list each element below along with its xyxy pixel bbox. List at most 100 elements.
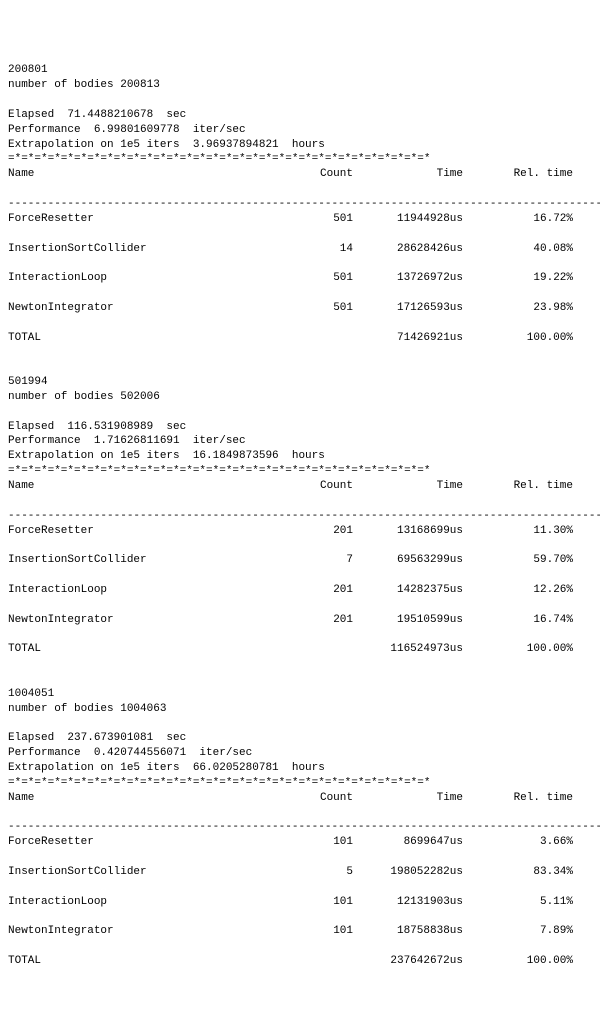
separator-dash: ----------------------------------------…: [8, 821, 600, 833]
cell-rel: 83.34%: [463, 865, 573, 880]
cell-name: NewtonIntegrator: [8, 301, 283, 316]
cell-count: 501: [283, 271, 353, 286]
cell-rel: 11.30%: [463, 524, 573, 539]
cell-name: TOTAL: [8, 331, 283, 346]
cell-count: 201: [283, 613, 353, 628]
separator-eq: =*=*=*=*=*=*=*=*=*=*=*=*=*=*=*=*=*=*=*=*…: [8, 465, 430, 477]
extrapolation-line: Extrapolation on 1e5 iters 3.96937894821…: [8, 139, 325, 151]
table-header: NameCountTimeRel. time: [8, 791, 592, 806]
cell-count: Count: [283, 791, 353, 806]
table-row: InteractionLoop20114282375us12.26%: [8, 583, 592, 598]
table-row: TOTAL 116524973us100.00%: [8, 642, 592, 657]
cell-time: 8699647us: [353, 835, 463, 850]
cell-count: 5: [283, 865, 353, 880]
extrapolation-line: Extrapolation on 1e5 iters 16.1849873596…: [8, 450, 325, 462]
cell-name: InsertionSortCollider: [8, 865, 283, 880]
cell-name: Name: [8, 791, 283, 806]
cell-count: 201: [283, 583, 353, 598]
cell-count: 201: [283, 524, 353, 539]
run-id: 1004051: [8, 688, 54, 700]
cell-name: Name: [8, 479, 283, 494]
run-block: 200801 number of bodies 200813 Elapsed 7…: [8, 63, 592, 375]
cell-name: InteractionLoop: [8, 271, 283, 286]
separator-dash: ----------------------------------------…: [8, 510, 600, 522]
table-row: TOTAL 71426921us100.00%: [8, 331, 592, 346]
cell-rel: 16.74%: [463, 613, 573, 628]
table-row: ForceResetter1018699647us3.66%: [8, 835, 592, 850]
elapsed-line: Elapsed 237.673901081 sec: [8, 732, 186, 744]
cell-name: NewtonIntegrator: [8, 924, 283, 939]
table-row: InsertionSortCollider769563299us59.70%: [8, 553, 592, 568]
num-bodies-line: number of bodies 200813: [8, 79, 160, 91]
cell-time: 13168699us: [353, 524, 463, 539]
cell-count: 14: [283, 242, 353, 257]
terminal-output: 200801 number of bodies 200813 Elapsed 7…: [8, 63, 592, 983]
cell-rel: 12.26%: [463, 583, 573, 598]
cell-rel: Rel. time: [463, 479, 573, 494]
cell-rel: 16.72%: [463, 212, 573, 227]
performance-line: Performance 0.420744556071 iter/sec: [8, 747, 252, 759]
cell-rel: 23.98%: [463, 301, 573, 316]
cell-time: 116524973us: [353, 642, 463, 657]
table-row: NewtonIntegrator20119510599us16.74%: [8, 613, 592, 628]
cell-time: Time: [353, 167, 463, 182]
cell-time: 28628426us: [353, 242, 463, 257]
cell-time: 237642672us: [353, 954, 463, 969]
cell-count: 101: [283, 924, 353, 939]
cell-name: InteractionLoop: [8, 895, 283, 910]
separator-eq: =*=*=*=*=*=*=*=*=*=*=*=*=*=*=*=*=*=*=*=*…: [8, 153, 430, 165]
cell-name: ForceResetter: [8, 835, 283, 850]
cell-rel: Rel. time: [463, 791, 573, 806]
cell-rel: 100.00%: [463, 331, 573, 346]
cell-time: 13726972us: [353, 271, 463, 286]
cell-rel: 40.08%: [463, 242, 573, 257]
cell-count: 7: [283, 553, 353, 568]
table-row: ForceResetter20113168699us11.30%: [8, 524, 592, 539]
cell-count: 101: [283, 835, 353, 850]
table-row: NewtonIntegrator10118758838us7.89%: [8, 924, 592, 939]
cell-rel: Rel. time: [463, 167, 573, 182]
cell-count: 501: [283, 212, 353, 227]
num-bodies-line: number of bodies 1004063: [8, 703, 166, 715]
table-header: NameCountTimeRel. time: [8, 479, 592, 494]
cell-rel: 59.70%: [463, 553, 573, 568]
table-row: InsertionSortCollider1428628426us40.08%: [8, 242, 592, 257]
run-block: 1004051 number of bodies 1004063 Elapsed…: [8, 687, 592, 984]
cell-count: 501: [283, 301, 353, 316]
elapsed-line: Elapsed 71.4488210678 sec: [8, 109, 186, 121]
cell-rel: 100.00%: [463, 642, 573, 657]
table-row: InteractionLoop10112131903us5.11%: [8, 895, 592, 910]
table-row: TOTAL 237642672us100.00%: [8, 954, 592, 969]
run-id: 200801: [8, 64, 48, 76]
cell-name: TOTAL: [8, 954, 283, 969]
cell-rel: 19.22%: [463, 271, 573, 286]
separator-eq: =*=*=*=*=*=*=*=*=*=*=*=*=*=*=*=*=*=*=*=*…: [8, 777, 430, 789]
performance-line: Performance 6.99801609778 iter/sec: [8, 124, 246, 136]
table-header: NameCountTimeRel. time: [8, 167, 592, 182]
performance-line: Performance 1.71626811691 iter/sec: [8, 435, 246, 447]
cell-name: Name: [8, 167, 283, 182]
cell-time: 14282375us: [353, 583, 463, 598]
num-bodies-line: number of bodies 502006: [8, 391, 160, 403]
cell-rel: 100.00%: [463, 954, 573, 969]
cell-time: Time: [353, 479, 463, 494]
table-row: InteractionLoop50113726972us19.22%: [8, 271, 592, 286]
table-row: InsertionSortCollider5198052282us83.34%: [8, 865, 592, 880]
cell-name: NewtonIntegrator: [8, 613, 283, 628]
cell-name: InteractionLoop: [8, 583, 283, 598]
cell-name: InsertionSortCollider: [8, 553, 283, 568]
separator-dash: ----------------------------------------…: [8, 198, 600, 210]
cell-time: 17126593us: [353, 301, 463, 316]
cell-time: 18758838us: [353, 924, 463, 939]
cell-time: 11944928us: [353, 212, 463, 227]
elapsed-line: Elapsed 116.531908989 sec: [8, 421, 186, 433]
cell-time: 71426921us: [353, 331, 463, 346]
cell-time: 69563299us: [353, 553, 463, 568]
cell-rel: 7.89%: [463, 924, 573, 939]
run-id: 501994: [8, 376, 48, 388]
cell-name: TOTAL: [8, 642, 283, 657]
cell-name: ForceResetter: [8, 524, 283, 539]
cell-name: ForceResetter: [8, 212, 283, 227]
cell-count: 101: [283, 895, 353, 910]
run-block: 501994 number of bodies 502006 Elapsed 1…: [8, 375, 592, 687]
